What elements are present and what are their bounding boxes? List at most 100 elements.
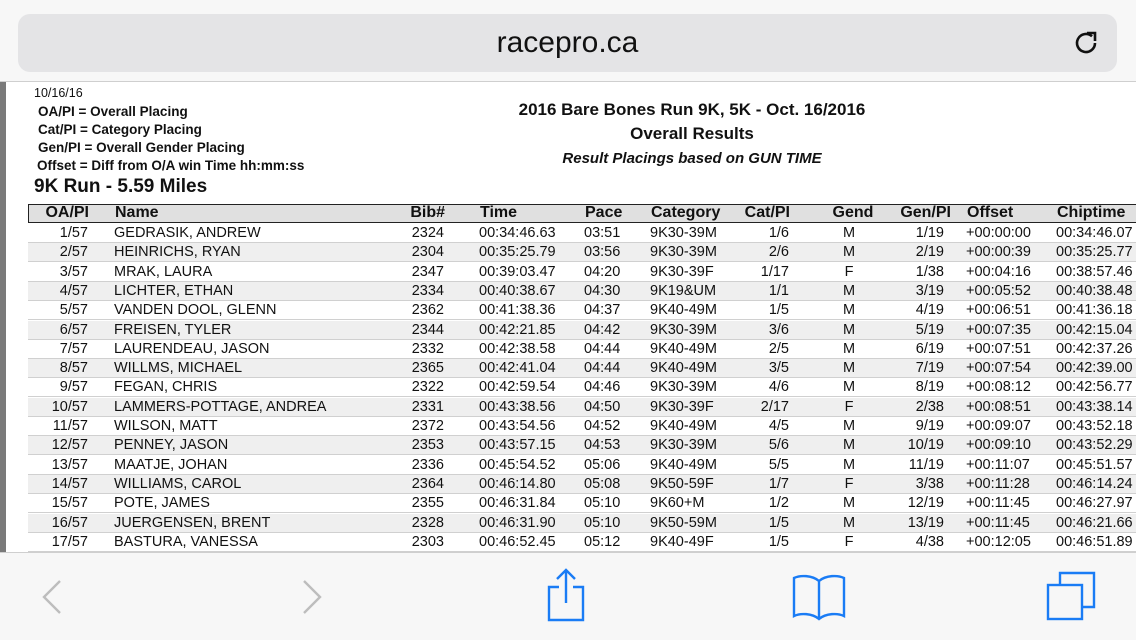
cell-gender: F: [844, 475, 854, 492]
cell-pace: 03:56: [584, 244, 621, 261]
cell-name: JUERGENSEN, BRENT: [114, 514, 271, 531]
legend-line: OA/PI = Overall Placing: [38, 104, 188, 119]
cell-gen-pl: 2/19: [915, 244, 944, 261]
cell-bib: 2364: [411, 475, 444, 492]
cell-offset: +00:07:51: [966, 340, 1031, 357]
cell-time: 00:39:03.47: [479, 263, 556, 280]
cell-gen-pl: 3/19: [915, 282, 944, 299]
table-row: 1/57 GEDRASIK, ANDREW 2324 00:34:46.63 03:51…: [28, 224, 1136, 243]
cell-gender: M: [842, 495, 856, 512]
cell-category: 9K50-59F: [650, 475, 714, 492]
cell-oa-pl: 4/57: [59, 282, 88, 299]
cell-offset: +00:00:39: [966, 244, 1031, 261]
tabs-icon[interactable]: [1046, 571, 1098, 623]
cell-gender: F: [844, 398, 854, 415]
reload-icon[interactable]: [1071, 28, 1101, 58]
share-icon[interactable]: [546, 567, 586, 623]
address-bar[interactable]: racepro.ca: [18, 14, 1117, 72]
cell-name: MAATJE, JOHAN: [114, 456, 228, 473]
cell-chiptime: 00:35:25.77: [1056, 244, 1133, 261]
cell-name: VANDEN DOOL, GLENN: [114, 302, 277, 319]
cell-oa-pl: 16/57: [51, 514, 88, 531]
cell-chiptime: 00:42:15.04: [1056, 321, 1133, 338]
cell-cat-pl: 1/6: [768, 225, 789, 241]
cell-offset: +00:07:54: [966, 360, 1031, 377]
cell-name: PENNEY, JASON: [114, 437, 229, 454]
cell-oa-pl: 1/57: [59, 225, 88, 241]
table-row: 16/57 JUERGENSEN, BRENT 2328 00:46:31.90 05:…: [28, 513, 1136, 533]
column-header-name: Name: [115, 204, 159, 221]
cell-cat-pl: 4/5: [768, 418, 789, 434]
cell-gen-pl: 4/38: [915, 533, 944, 550]
cell-name: FREISEN, TYLER: [114, 321, 232, 338]
cell-bib: 2347: [411, 263, 444, 280]
cell-name: BASTURA, VANESSA: [114, 533, 258, 550]
cell-cat-pl: 4/6: [768, 379, 789, 396]
column-header-gender: Gend: [832, 204, 874, 221]
legend-line: Offset = Diff from O/A win Time hh:mm:ss: [37, 158, 305, 173]
cell-chiptime: 00:42:37.26: [1056, 340, 1133, 357]
cell-time: 00:42:59.54: [479, 379, 556, 396]
cell-category: 9K30-39M: [650, 437, 717, 454]
cell-name: GEDRASIK, ANDREW: [114, 225, 261, 241]
cell-pace: 04:20: [584, 263, 621, 280]
cell-oa-pl: 13/57: [51, 456, 88, 473]
forward-icon[interactable]: [300, 577, 324, 617]
cell-pace: 04:44: [584, 340, 621, 357]
table-row: 9/57 FEGAN, CHRIS 2322 00:42:59.54 04:46 9K30…: [28, 378, 1136, 398]
cell-cat-pl: 1/5: [768, 533, 789, 550]
cell-name: WILLIAMS, CAROL: [114, 475, 242, 492]
cell-category: 9K30-39M: [650, 225, 717, 241]
cell-gender: F: [844, 533, 854, 550]
cell-gender: M: [842, 321, 856, 338]
back-icon[interactable]: [40, 577, 64, 617]
legend-line: Gen/PI = Overall Gender Placing: [38, 140, 245, 155]
cell-bib: 2332: [411, 340, 444, 357]
section-title: 9K Run - 5.59 Miles: [34, 176, 208, 197]
cell-chiptime: 00:43:52.29: [1056, 437, 1133, 454]
cell-gender: M: [842, 340, 856, 357]
cell-bib: 2328: [411, 514, 444, 531]
cell-name: WILSON, MATT: [114, 418, 218, 434]
cell-chiptime: 00:46:14.24: [1056, 475, 1133, 492]
cell-cat-pl: 1/7: [768, 475, 789, 492]
column-header-gen-pl: Gen/PI: [900, 204, 951, 221]
cell-name: LICHTER, ETHAN: [114, 282, 234, 299]
cell-gender: M: [842, 418, 856, 434]
cell-chiptime: 00:42:39.00: [1056, 360, 1133, 377]
column-header-oa-pl: OA/PI: [45, 204, 89, 221]
cell-chiptime: 00:43:38.14: [1056, 398, 1133, 415]
cell-bib: 2372: [411, 418, 444, 434]
table-row: 12/57 PENNEY, JASON 2353 00:43:57.15 04:53 9K…: [28, 436, 1136, 456]
cell-time: 00:46:14.80: [479, 475, 556, 492]
cell-time: 00:45:54.52: [479, 456, 556, 473]
cell-bib: 2344: [411, 321, 444, 338]
cell-offset: +00:12:05: [966, 533, 1031, 550]
cell-category: 9K40-49M: [650, 302, 717, 319]
cell-offset: +00:11:28: [966, 475, 1030, 492]
cell-time: 00:43:54.56: [479, 418, 556, 434]
cell-chiptime: 00:42:56.77: [1056, 379, 1133, 396]
cell-chiptime: 00:43:52.18: [1056, 418, 1133, 434]
cell-cat-pl: 1/2: [768, 495, 789, 512]
cell-pace: 05:10: [584, 514, 621, 531]
cell-pace: 04:52: [584, 418, 621, 434]
cell-offset: +00:05:52: [966, 282, 1031, 299]
cell-bib: 2304: [411, 244, 444, 261]
cell-name: LAURENDEAU, JASON: [114, 340, 270, 357]
url-text[interactable]: racepro.ca: [496, 26, 639, 59]
cell-pace: 05:06: [584, 456, 621, 473]
cell-bib: 2331: [411, 398, 444, 415]
cell-bib: 2322: [411, 379, 444, 396]
table-header: OA/PI Name Bib# Time Pace Category Cat/PI Gend G…: [28, 204, 1136, 223]
cell-name: LAMMERS-POTTAGE, ANDREA: [114, 398, 327, 415]
cell-category: 9K40-49M: [650, 456, 717, 473]
column-header-category: Category: [651, 204, 721, 221]
cell-oa-pl: 17/57: [51, 533, 88, 550]
cell-gen-pl: 7/19: [915, 360, 944, 377]
cell-name: WILLMS, MICHAEL: [114, 360, 243, 377]
cell-offset: +00:04:16: [966, 263, 1031, 280]
cell-category: 9K50-59M: [650, 514, 717, 531]
cell-offset: +00:06:51: [966, 302, 1031, 319]
bookmarks-icon[interactable]: [792, 573, 846, 621]
